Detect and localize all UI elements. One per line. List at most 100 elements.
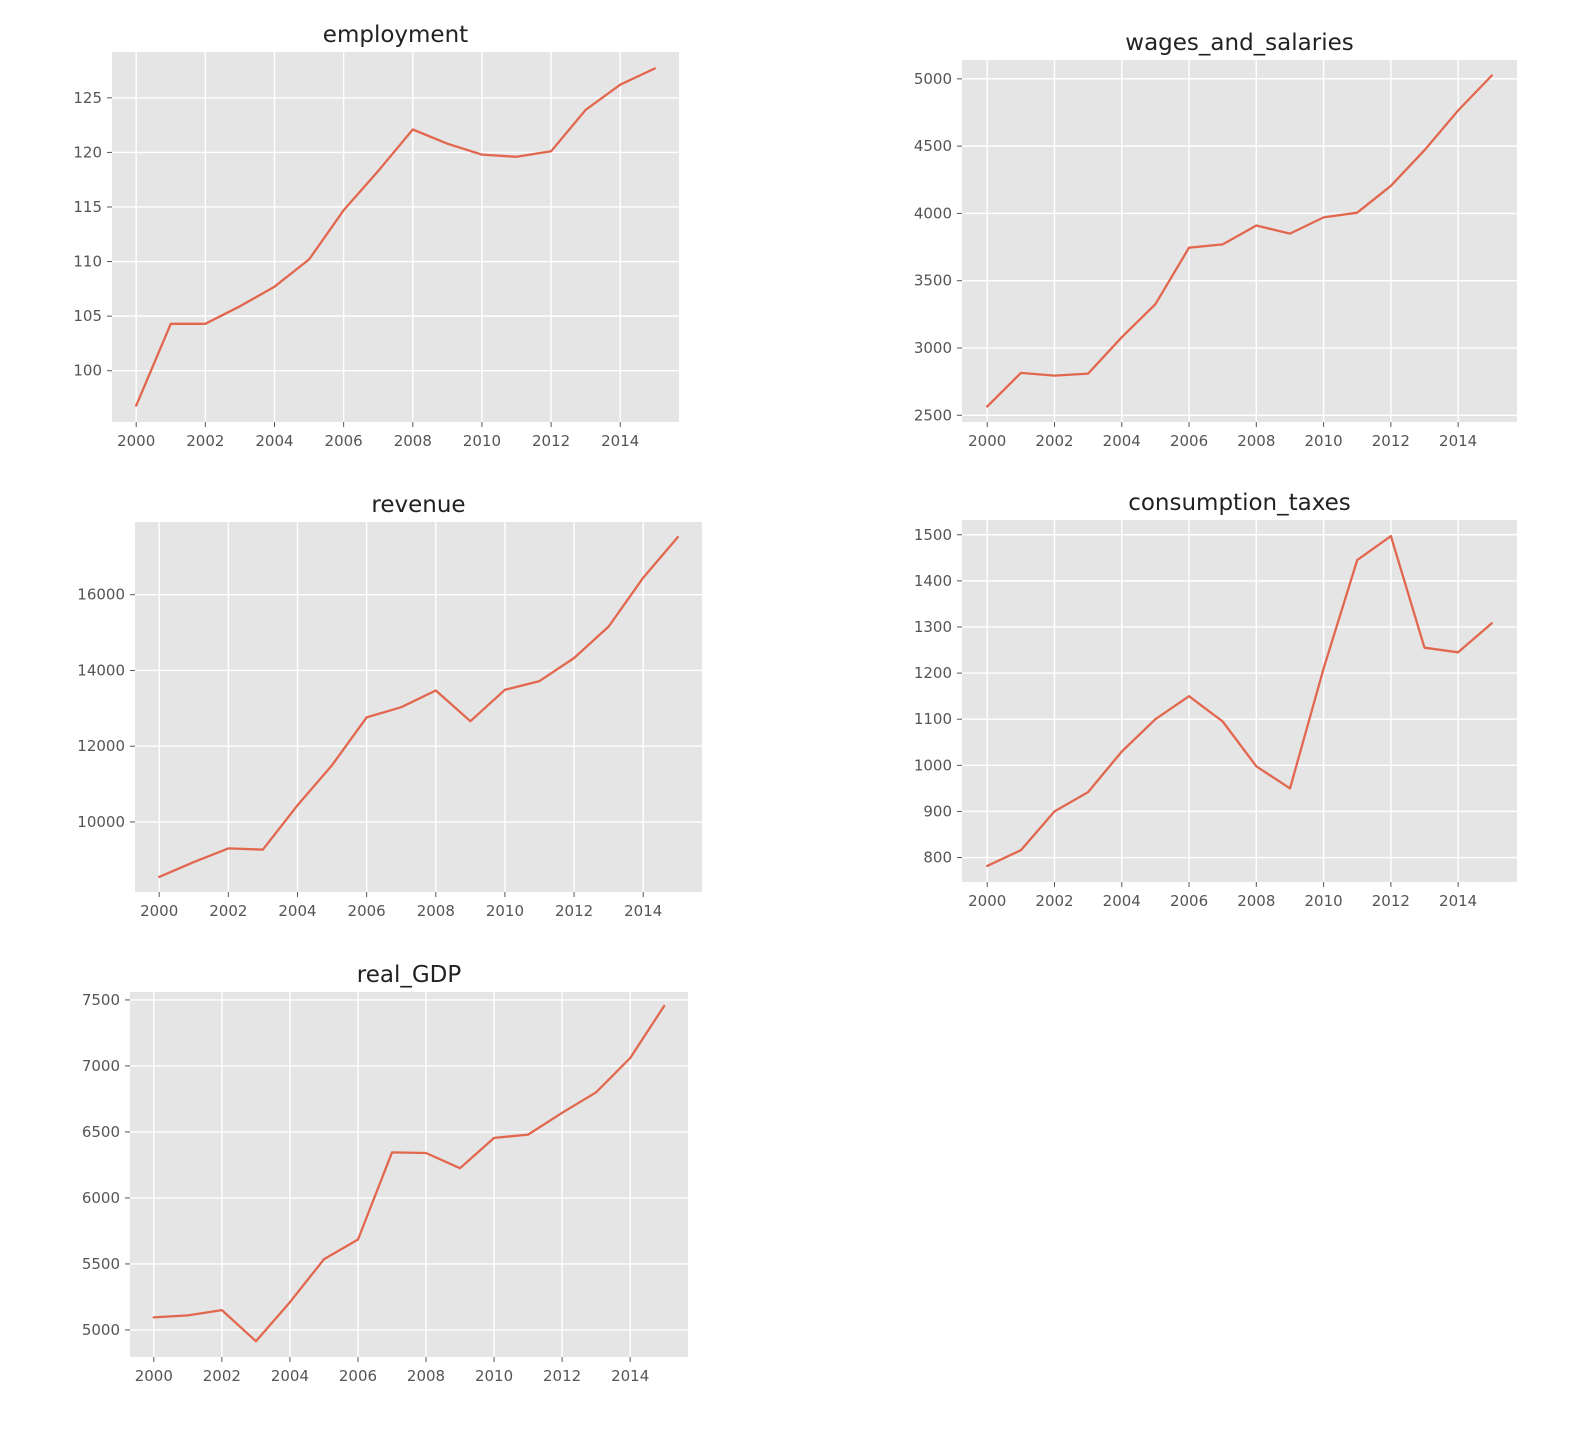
chart-real-gdp: 2000 2002 2004 2006 2008 2010 2012 2014 5000 5500… bbox=[82, 962, 688, 1385]
series-line bbox=[135, 67, 656, 407]
chart-svg: 2000 2002 2004 2006 2008 2010 2012 2014 100 105 11… bbox=[73, 22, 679, 450]
y-tick-label: 900 bbox=[923, 802, 952, 820]
data-point bbox=[1221, 242, 1225, 246]
data-point bbox=[186, 1313, 190, 1317]
x-tick-label: 2008 bbox=[1237, 892, 1275, 910]
data-point bbox=[1019, 371, 1023, 375]
data-point bbox=[1423, 646, 1427, 650]
chart-title: employment bbox=[323, 22, 468, 48]
chart-consumption-taxes: 2000 2002 2004 2006 2008 2010 2012 2014 800 900 10… bbox=[914, 490, 1517, 910]
x-tick-label: 2006 bbox=[1170, 432, 1208, 450]
data-point bbox=[607, 625, 611, 629]
data-point bbox=[1355, 558, 1359, 562]
data-point bbox=[594, 1090, 598, 1094]
x-tick-label: 2000 bbox=[135, 1367, 173, 1385]
x-tick-label: 2014 bbox=[601, 432, 639, 450]
data-point bbox=[152, 1315, 156, 1319]
x-tick-label: 2014 bbox=[624, 902, 662, 920]
y-tick-label: 4000 bbox=[914, 204, 952, 222]
x-tick-label: 2006 bbox=[325, 432, 363, 450]
x-tick-label: 2004 bbox=[1103, 432, 1141, 450]
plot-area bbox=[112, 52, 679, 422]
chart-svg: 2000 2002 2004 2006 2008 2010 2012 2014 2500 3000… bbox=[914, 30, 1517, 450]
chart-title: wages_and_salaries bbox=[1125, 30, 1353, 56]
data-point bbox=[1355, 211, 1359, 215]
x-tick-label: 2010 bbox=[1304, 432, 1342, 450]
data-point bbox=[468, 719, 472, 723]
chart-employment: 2000 2002 2004 2006 2008 2010 2012 2014 100 105 11… bbox=[73, 22, 679, 450]
y-tick-label: 1500 bbox=[914, 526, 952, 544]
data-point bbox=[1288, 786, 1292, 790]
data-point bbox=[192, 860, 196, 864]
x-tick-label: 2014 bbox=[1439, 892, 1477, 910]
y-tick-label: 3500 bbox=[914, 272, 952, 290]
data-point bbox=[628, 1056, 632, 1060]
x-tick-label: 2014 bbox=[611, 1367, 649, 1385]
data-point bbox=[1288, 232, 1292, 236]
y-tick-label: 110 bbox=[73, 253, 102, 271]
data-point bbox=[1490, 621, 1494, 625]
chart-wages-and-salaries: 2000 2002 2004 2006 2008 2010 2012 2014 2500 3000… bbox=[914, 30, 1517, 450]
x-tick-label: 2002 bbox=[1035, 892, 1073, 910]
y-tick-label: 120 bbox=[73, 143, 102, 161]
data-point bbox=[445, 142, 449, 146]
y-tick-label: 1300 bbox=[914, 618, 952, 636]
chart-title: real_GDP bbox=[357, 962, 462, 988]
x-tick-label: 2010 bbox=[1304, 892, 1342, 910]
data-point bbox=[1456, 650, 1460, 654]
x-tick-label: 2004 bbox=[271, 1367, 309, 1385]
data-point bbox=[1086, 372, 1090, 376]
x-tick-label: 2006 bbox=[339, 1367, 377, 1385]
data-point bbox=[526, 1133, 530, 1137]
y-tick-label: 1000 bbox=[914, 756, 952, 774]
y-tick-label: 1200 bbox=[914, 664, 952, 682]
y-tick-label: 14000 bbox=[77, 661, 125, 679]
data-point bbox=[985, 864, 989, 868]
data-point bbox=[220, 1308, 224, 1312]
x-tick-label: 2010 bbox=[475, 1367, 513, 1385]
data-point bbox=[1254, 224, 1258, 228]
y-tick-label: 12000 bbox=[77, 737, 125, 755]
x-tick-label: 2010 bbox=[486, 902, 524, 920]
data-point bbox=[288, 1300, 292, 1304]
y-tick-label: 800 bbox=[923, 849, 952, 867]
data-point bbox=[307, 257, 311, 261]
data-point bbox=[238, 304, 242, 308]
data-point bbox=[1086, 790, 1090, 794]
y-tick-label: 3000 bbox=[914, 339, 952, 357]
plot-area bbox=[962, 60, 1517, 422]
y-tick-label: 1100 bbox=[914, 710, 952, 728]
y-tick-label: 1400 bbox=[914, 572, 952, 590]
series-line bbox=[158, 535, 679, 879]
x-tick-label: 2006 bbox=[348, 902, 386, 920]
x-tick-label: 2012 bbox=[543, 1367, 581, 1385]
data-point bbox=[424, 1151, 428, 1155]
chart-svg: 2000 2002 2004 2006 2008 2010 2012 2014 5000 5500… bbox=[82, 962, 688, 1385]
data-point bbox=[1456, 108, 1460, 112]
data-point bbox=[676, 535, 680, 539]
x-tick-label: 2002 bbox=[186, 432, 224, 450]
chart-title: consumption_taxes bbox=[1128, 490, 1351, 516]
x-tick-label: 2008 bbox=[417, 902, 455, 920]
x-tick-label: 2000 bbox=[968, 892, 1006, 910]
x-tick-label: 2006 bbox=[1170, 892, 1208, 910]
data-point bbox=[356, 1238, 360, 1242]
y-tick-label: 125 bbox=[73, 89, 102, 107]
series-line bbox=[986, 534, 1493, 868]
x-tick-label: 2010 bbox=[463, 432, 501, 450]
data-point bbox=[1120, 749, 1124, 753]
data-point bbox=[272, 285, 276, 289]
data-point bbox=[549, 149, 553, 153]
data-point bbox=[985, 405, 989, 409]
x-tick-label: 2004 bbox=[278, 902, 316, 920]
data-point bbox=[1389, 534, 1393, 538]
data-point bbox=[653, 66, 657, 70]
x-tick-label: 2012 bbox=[532, 432, 570, 450]
data-point bbox=[458, 1166, 462, 1170]
plot-area bbox=[135, 522, 702, 892]
data-point bbox=[390, 1150, 394, 1154]
gridlines bbox=[962, 60, 1517, 422]
plot-area bbox=[130, 992, 688, 1357]
data-point bbox=[480, 153, 484, 157]
data-point bbox=[399, 705, 403, 709]
